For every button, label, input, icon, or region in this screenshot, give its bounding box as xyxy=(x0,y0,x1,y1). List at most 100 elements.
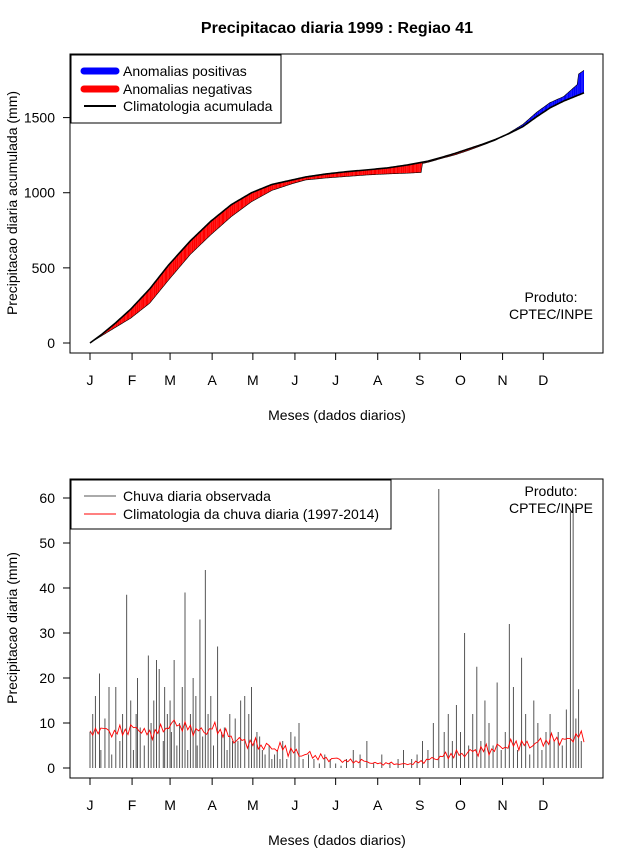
negative-anomaly-area xyxy=(218,213,221,228)
chart2-x-tick-label: A xyxy=(373,797,383,813)
chart1-y-tick-label: 1500 xyxy=(24,110,55,126)
negative-anomaly-area xyxy=(148,288,150,305)
chart2-legend-box xyxy=(70,479,392,530)
negative-anomaly-area xyxy=(198,231,200,247)
negative-anomaly-area xyxy=(227,206,229,221)
negative-anomaly-area xyxy=(418,162,420,173)
chart1-x-tick-label: D xyxy=(538,372,548,388)
negative-anomaly-area xyxy=(166,266,168,284)
negative-anomaly-area xyxy=(278,182,280,189)
negative-anomaly-area xyxy=(153,282,156,299)
chart2-axes: 0 10 20 30 40 50 60 J F M A M J J A S O N D xyxy=(39,490,548,813)
negative-anomaly-area xyxy=(236,200,238,213)
negative-anomaly-area xyxy=(195,234,198,250)
daily-climatology-line xyxy=(89,719,585,766)
negative-anomaly-area xyxy=(193,236,195,252)
chart1-x-tick-label: N xyxy=(498,372,508,388)
chart2-y-tick-label: 20 xyxy=(39,670,55,686)
chart2-x-tick-label: S xyxy=(415,797,424,813)
chart2-x-tick-label: J xyxy=(291,797,298,813)
negative-anomaly-area xyxy=(212,219,214,234)
negative-anomaly-area xyxy=(258,189,260,198)
negative-anomaly-area xyxy=(251,192,253,202)
negative-anomaly-area xyxy=(392,166,394,174)
negative-anomaly-area xyxy=(149,287,152,304)
chart1-x-tick-label: M xyxy=(247,372,259,388)
negative-anomaly-area xyxy=(411,163,413,173)
negative-anomaly-area xyxy=(231,203,233,217)
negative-anomaly-area xyxy=(170,261,172,279)
negative-anomaly-area xyxy=(180,249,183,266)
negative-anomaly-area xyxy=(324,173,327,179)
chart2-y-tick-label: 10 xyxy=(39,715,55,731)
chart1-annotation-line1: Produto: xyxy=(525,289,578,305)
negative-anomaly-area xyxy=(383,168,385,175)
negative-anomaly-area xyxy=(254,191,256,201)
negative-anomaly-area xyxy=(161,271,164,289)
positive-anomaly-area xyxy=(567,91,570,100)
negative-anomaly-area xyxy=(145,291,147,307)
negative-anomaly-area xyxy=(280,182,282,188)
negative-anomaly-area xyxy=(155,280,157,297)
positive-anomaly-area xyxy=(566,92,568,100)
negative-anomaly-area xyxy=(290,179,293,185)
negative-anomaly-area xyxy=(366,169,369,175)
negative-anomaly-area xyxy=(214,216,217,232)
negative-anomaly-area xyxy=(277,182,279,189)
negative-anomaly-area xyxy=(381,168,384,175)
negative-anomaly-area xyxy=(174,257,176,274)
positive-anomaly-area xyxy=(582,70,584,94)
negative-anomaly-area xyxy=(186,243,188,260)
negative-anomaly-area xyxy=(138,299,141,312)
negative-anomaly-area xyxy=(187,242,190,258)
negative-anomaly-area xyxy=(360,170,362,176)
negative-anomaly-area xyxy=(341,172,343,177)
negative-anomaly-area xyxy=(282,181,285,187)
negative-anomaly-area xyxy=(332,173,335,178)
negative-anomaly-area xyxy=(171,260,173,277)
negative-anomaly-area xyxy=(413,163,415,173)
negative-anomaly-area xyxy=(125,312,127,322)
negative-anomaly-area xyxy=(259,188,261,198)
negative-anomaly-area xyxy=(134,303,137,315)
negative-anomaly-area xyxy=(263,187,266,195)
chart1-x-tick-label: A xyxy=(373,372,383,388)
negative-anomaly-area xyxy=(262,187,264,196)
negative-anomaly-area xyxy=(208,222,210,238)
negative-anomaly-area xyxy=(183,246,185,263)
chart2-x-tick-label: J xyxy=(87,797,94,813)
negative-anomaly-area xyxy=(240,198,242,210)
negative-anomaly-area xyxy=(199,230,202,246)
negative-anomaly-area xyxy=(286,180,289,186)
chart1-annotation-line2: CPTEC/INPE xyxy=(509,306,593,322)
negative-anomaly-area xyxy=(213,217,215,233)
negative-anomaly-area xyxy=(354,170,356,176)
negative-anomaly-area xyxy=(229,204,232,218)
negative-anomaly-area xyxy=(417,162,419,173)
negative-anomaly-area xyxy=(255,190,257,200)
negative-anomaly-area xyxy=(247,194,249,205)
chart1-y-tick-label: 0 xyxy=(47,335,55,351)
negative-anomaly-area xyxy=(270,184,272,192)
negative-anomaly-area xyxy=(391,167,393,174)
negative-anomaly-area xyxy=(375,168,377,175)
chart2-x-tick-label: M xyxy=(247,797,259,813)
negative-anomaly-area xyxy=(357,170,359,176)
negative-anomaly-area xyxy=(400,165,403,174)
negative-anomaly-area xyxy=(395,166,397,174)
negative-anomaly-area xyxy=(356,170,358,176)
negative-anomaly-area xyxy=(388,167,390,174)
negative-anomaly-area xyxy=(147,290,149,306)
negative-anomaly-area xyxy=(190,239,192,255)
chart2-x-tick-label: N xyxy=(498,797,508,813)
negative-anomaly-area xyxy=(398,166,400,174)
chart1-y-tick-label: 1000 xyxy=(24,185,55,201)
negative-anomaly-area xyxy=(132,306,134,318)
positive-anomaly-area xyxy=(573,86,575,98)
negative-anomaly-area xyxy=(288,180,290,186)
chart1-x-tick-label: F xyxy=(128,372,137,388)
positive-anomaly-area xyxy=(571,88,574,98)
negative-anomaly-area xyxy=(243,196,245,208)
negative-anomaly-area xyxy=(176,254,179,271)
